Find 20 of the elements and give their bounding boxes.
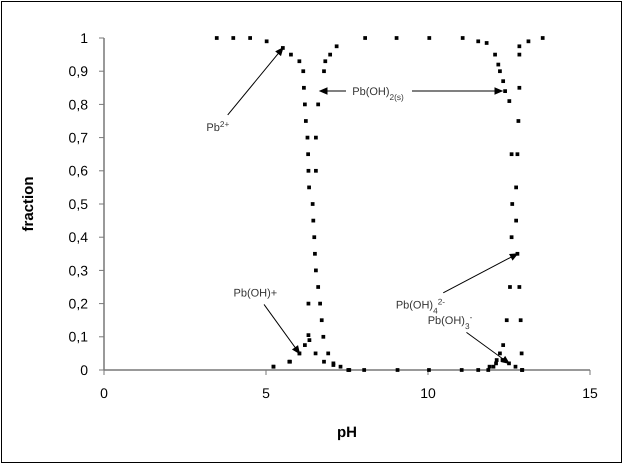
y-tick-label: 0,4 <box>68 229 88 246</box>
annotation: Pb(OH)$_{2(s)}$ <box>352 86 404 102</box>
y-tick-label: 0,2 <box>68 296 88 312</box>
x-axis-title: pH <box>337 424 357 441</box>
y-tick-label: 1 <box>80 30 88 46</box>
y-tick-label: 0,3 <box>68 262 88 278</box>
y-tick-label: 0,7 <box>68 130 88 146</box>
annotation: Pb$^{2+}$ <box>206 119 230 134</box>
x-tick-label: 0 <box>100 385 108 401</box>
y-tick-label: 0,6 <box>68 162 88 179</box>
y-tick-label: 0,8 <box>68 96 88 112</box>
annotation: Pb(OH)+ <box>234 287 278 300</box>
y-tick-label: 0,5 <box>68 196 88 212</box>
y-tick-label: 0,1 <box>68 328 88 345</box>
x-tick-label: 5 <box>262 385 270 401</box>
y-axis-title: fraction <box>20 176 37 232</box>
x-tick-label: 10 <box>420 385 436 401</box>
x-tick-label: 15 <box>582 385 598 401</box>
y-tick-label: 0 <box>80 362 88 378</box>
y-tick-label: 0,9 <box>68 63 88 80</box>
